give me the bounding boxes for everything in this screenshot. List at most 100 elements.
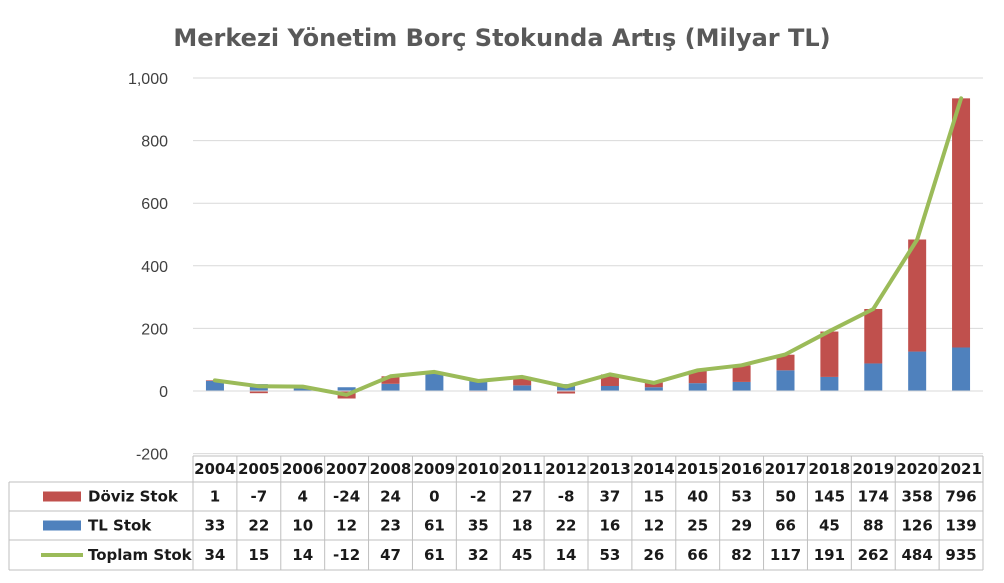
bar-doviz-stok [688, 370, 707, 384]
data-label: 22 [248, 517, 269, 535]
data-label: 66 [775, 517, 796, 535]
y-tick-label: 200 [141, 321, 168, 338]
data-label: 22 [556, 517, 577, 535]
x-tick-label: 2008 [370, 460, 412, 478]
y-tick-label: 800 [141, 134, 168, 151]
data-label: -24 [333, 488, 360, 506]
x-tick-label: 2015 [677, 460, 719, 478]
data-label: 484 [902, 546, 933, 564]
x-tick-label: 2021 [940, 460, 982, 478]
bar-tl-stok [381, 383, 400, 391]
data-label: -8 [558, 488, 575, 506]
x-tick-label: 2009 [414, 460, 456, 478]
y-tick-label: 1,000 [128, 71, 168, 88]
data-label: 35 [468, 517, 489, 535]
bar-tl-stok [864, 363, 883, 391]
data-label: 191 [814, 546, 845, 564]
data-label: 145 [814, 488, 845, 506]
bar-doviz-stok [513, 376, 532, 386]
data-label: 4 [298, 488, 308, 506]
data-label: 50 [775, 488, 796, 506]
data-label: 796 [945, 488, 976, 506]
bar-doviz-stok [600, 374, 619, 386]
legend-label: Döviz Stok [88, 488, 179, 506]
bar-tl-stok [425, 371, 444, 391]
x-tick-label: 2013 [589, 460, 631, 478]
data-label: 358 [902, 488, 933, 506]
bar-doviz-stok [908, 239, 927, 352]
data-label: 12 [336, 517, 357, 535]
legend-label: Toplam Stok [88, 546, 193, 564]
x-tick-label: 2006 [282, 460, 324, 478]
bar-doviz-stok [249, 391, 268, 394]
bar-doviz-stok [864, 308, 883, 364]
bar-doviz-stok [732, 365, 751, 382]
data-label: 12 [643, 517, 664, 535]
bar-doviz-stok [820, 331, 839, 377]
y-tick-label: -200 [136, 447, 168, 464]
data-label: 139 [945, 517, 976, 535]
data-label: 61 [424, 546, 445, 564]
data-label: 935 [945, 546, 976, 564]
x-tick-label: 2018 [809, 460, 851, 478]
data-label: 25 [687, 517, 708, 535]
y-tick-label: 0 [159, 384, 168, 401]
x-tick-label: 2019 [852, 460, 894, 478]
data-label: 262 [858, 546, 889, 564]
data-label: 32 [468, 546, 489, 564]
data-label: 27 [512, 488, 533, 506]
bar-tl-stok [469, 380, 488, 391]
x-tick-label: 2020 [896, 460, 938, 478]
data-label: 14 [292, 546, 313, 564]
data-label: 53 [731, 488, 752, 506]
data-label: 88 [863, 517, 884, 535]
x-tick-label: 2011 [501, 460, 543, 478]
x-tick-label: 2017 [765, 460, 807, 478]
bar-tl-stok [820, 376, 839, 391]
x-tick-label: 2016 [721, 460, 763, 478]
data-label: 15 [643, 488, 664, 506]
bar-doviz-stok [381, 376, 400, 384]
data-label: 66 [687, 546, 708, 564]
data-label: -12 [333, 546, 360, 564]
x-tick-label: 2005 [238, 460, 280, 478]
gridlines [193, 77, 983, 455]
data-label: 53 [600, 546, 621, 564]
data-label: 26 [643, 546, 664, 564]
data-label: 40 [687, 488, 708, 506]
data-label: 82 [731, 546, 752, 564]
x-tick-label: 2004 [194, 460, 236, 478]
data-table: 2004 2005 2006 2007 2008 2009 2010 2011 2012 2013… [8, 455, 984, 571]
data-label: 18 [512, 517, 533, 535]
x-tick-label: 2010 [457, 460, 499, 478]
data-label: 1 [210, 488, 220, 506]
data-label: 117 [770, 546, 801, 564]
data-label: 174 [858, 488, 889, 506]
bar-doviz-stok [557, 391, 576, 394]
legend-label: TL Stok [88, 517, 152, 535]
bar-tl-stok [644, 387, 663, 391]
x-tick-label: 2014 [633, 460, 675, 478]
data-label: 61 [424, 517, 445, 535]
data-label: -7 [250, 488, 267, 506]
legend-swatch [43, 520, 81, 531]
chart-title: Merkezi Yönetim Borç Stokunda Artış (Mil… [173, 24, 830, 52]
line-toplam-stok [212, 96, 964, 397]
data-label: 23 [380, 517, 401, 535]
data-label: 10 [292, 517, 313, 535]
legend-swatch [43, 491, 81, 502]
data-label: 16 [600, 517, 621, 535]
x-tick-label: 2012 [545, 460, 587, 478]
bar-tl-stok [293, 387, 312, 391]
data-label: 24 [380, 488, 401, 506]
bar-tl-stok [205, 380, 224, 391]
bar-tl-stok [600, 385, 619, 391]
data-label: 47 [380, 546, 401, 564]
data-label: 126 [902, 517, 933, 535]
data-label: 0 [429, 488, 439, 506]
bar-doviz-stok [952, 98, 971, 348]
bar-tl-stok [688, 383, 707, 391]
y-tick-label: 600 [141, 196, 168, 213]
